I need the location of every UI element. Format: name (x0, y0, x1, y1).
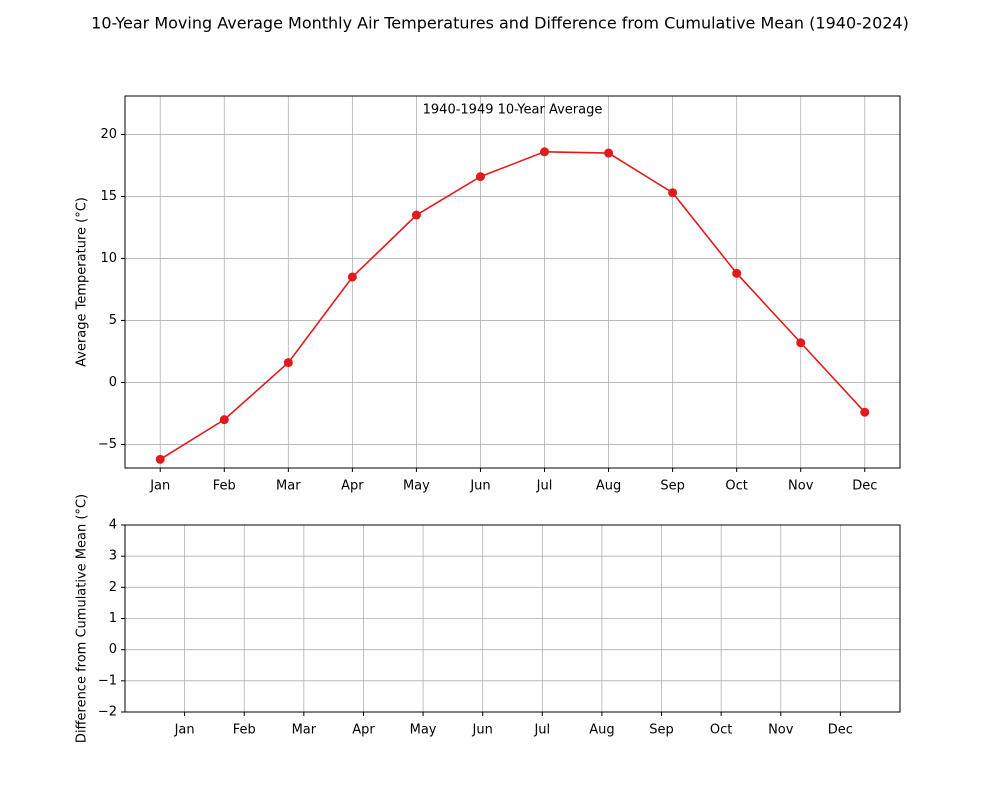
x-tick-label: Jan (149, 479, 170, 494)
x-tick-label: Jul (536, 479, 553, 494)
y-tick-label: 3 (109, 549, 117, 564)
x-tick-label: Mar (276, 479, 301, 494)
plot-frame (124, 95, 901, 469)
marker (155, 454, 165, 464)
y-tick-label: 5 (109, 313, 117, 328)
marker (283, 358, 293, 368)
y-tick-label: 20 (100, 127, 117, 142)
x-tick-label: Aug (596, 479, 621, 494)
x-tick-label: Jun (469, 479, 490, 494)
marker (540, 147, 550, 157)
marker (732, 268, 742, 278)
y-axis-label: Difference from Cumulative Mean (°C) (75, 494, 90, 743)
marker (860, 407, 870, 417)
y-axis-label: Average Temperature (°C) (75, 197, 90, 367)
marker (796, 338, 806, 348)
x-tick-label: Apr (341, 479, 364, 494)
x-tick-label: May (410, 723, 437, 738)
y-tick-label: 0 (109, 375, 117, 390)
x-tick-label: Jul (533, 723, 550, 738)
x-tick-label: Dec (852, 479, 877, 494)
x-tick-label: Dec (828, 723, 853, 738)
marker (411, 210, 421, 220)
x-tick-label: Sep (660, 479, 685, 494)
figure-title: 10-Year Moving Average Monthly Air Tempe… (91, 14, 909, 33)
y-tick-label: 10 (100, 251, 117, 266)
y-tick-label: −2 (98, 705, 117, 720)
y-tick-label: 15 (100, 189, 117, 204)
x-tick-label: Jan (174, 723, 195, 738)
x-tick-label: Feb (233, 723, 256, 738)
marker (475, 172, 485, 182)
x-tick-label: Sep (649, 723, 674, 738)
x-tick-label: Mar (292, 723, 317, 738)
plot-frame (124, 524, 901, 713)
x-tick-label: Aug (589, 723, 614, 738)
x-tick-label: Jun (472, 723, 493, 738)
marker (604, 148, 614, 158)
line (159, 150, 866, 461)
x-tick-label: Nov (768, 723, 794, 738)
marker (668, 188, 678, 198)
y-tick-label: 0 (109, 642, 117, 657)
x-tick-label: Oct (725, 479, 747, 494)
marker (347, 272, 357, 282)
y-tick-label: 2 (109, 580, 117, 595)
x-tick-label: Feb (213, 479, 236, 494)
marker (219, 415, 229, 425)
x-tick-label: Apr (352, 723, 375, 738)
x-tick-label: May (403, 479, 430, 494)
annotation: 1940-1949 10-Year Average (423, 103, 603, 118)
y-tick-label: 4 (109, 518, 117, 533)
y-tick-label: 1 (109, 611, 117, 626)
x-tick-label: Oct (710, 723, 732, 738)
y-tick-label: −5 (98, 437, 117, 452)
x-tick-label: Nov (788, 479, 814, 494)
y-tick-label: −1 (98, 673, 117, 688)
